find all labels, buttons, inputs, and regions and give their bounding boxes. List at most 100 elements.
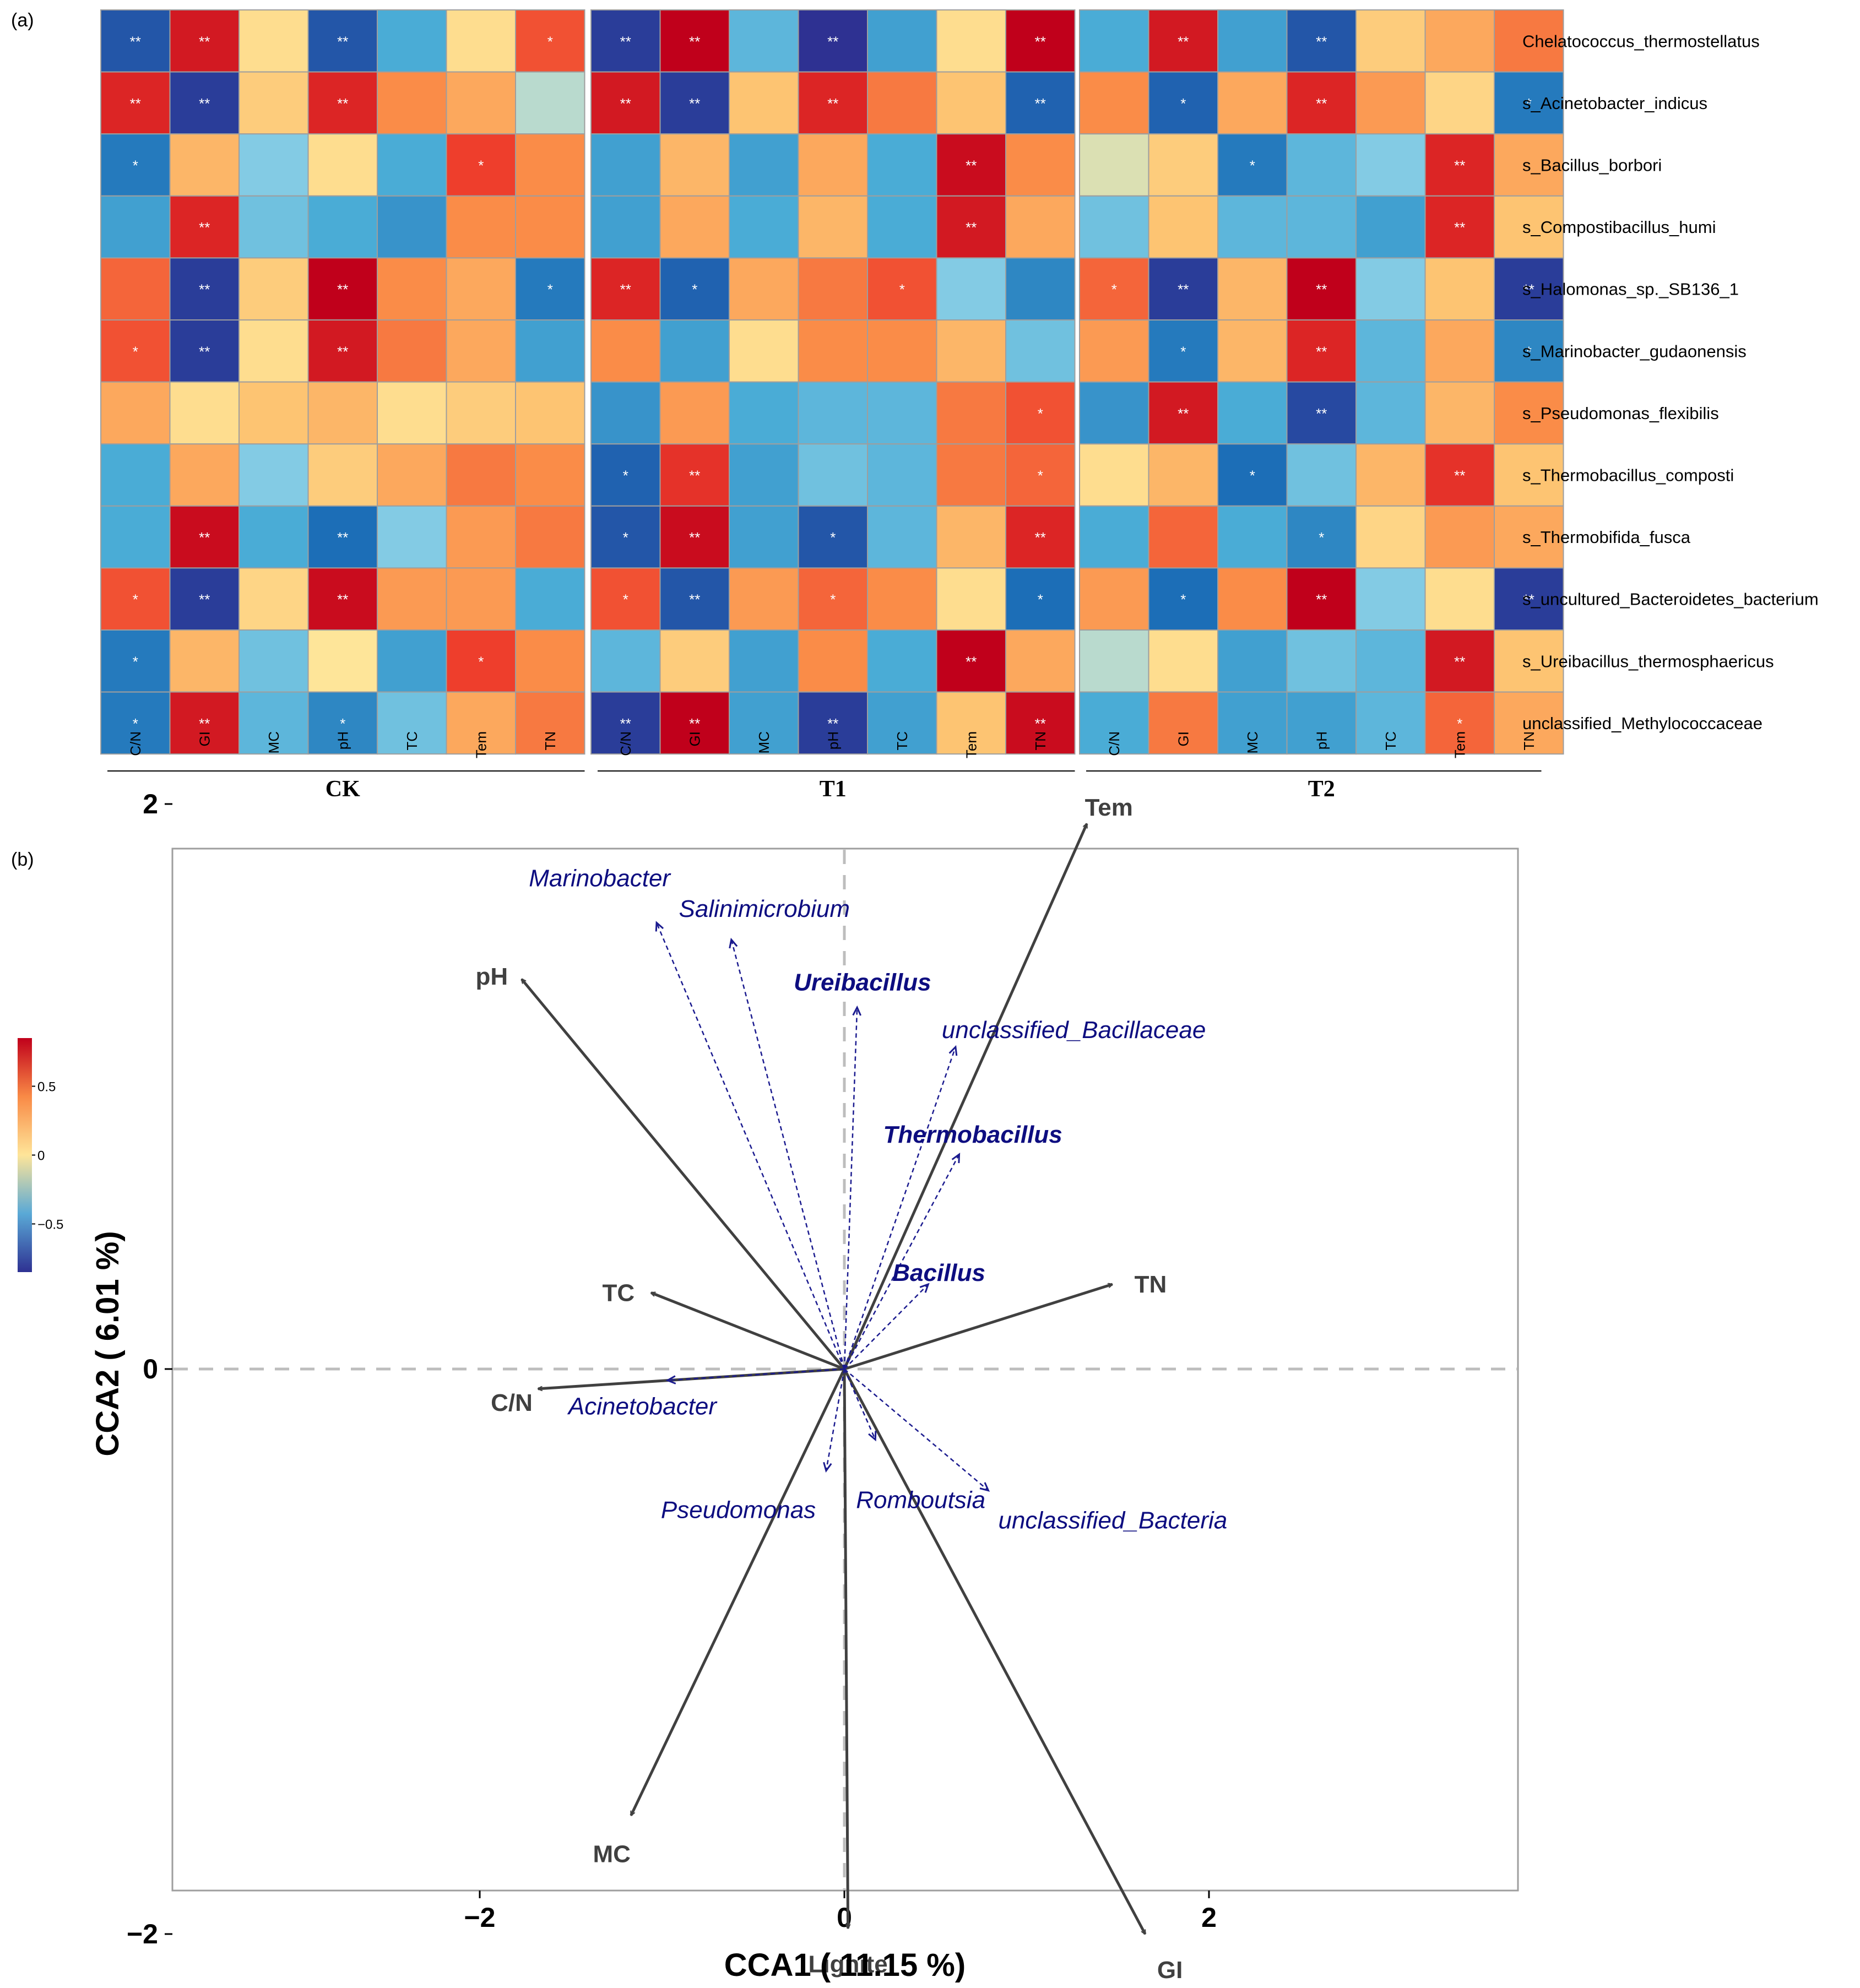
heatmap-cell <box>867 381 937 445</box>
significance-mark: * <box>133 157 138 174</box>
group-label: CK <box>326 776 360 802</box>
heatmap-cell <box>377 257 447 321</box>
heatmap-cell <box>1148 133 1218 197</box>
env-vector-arrow <box>843 1368 1147 1934</box>
heatmap-cell <box>169 195 240 259</box>
heatmap-cell <box>729 257 799 321</box>
column-label: TC <box>1382 731 1399 751</box>
significance-mark: * <box>623 529 628 546</box>
significance-mark: ** <box>337 343 348 360</box>
heatmap-cell <box>238 567 309 631</box>
significance-mark: * <box>830 529 836 546</box>
y-axis-title: CCA2 ( 6.01 %) <box>90 1231 126 1456</box>
genus-vector-arrow <box>667 1368 845 1381</box>
significance-mark: ** <box>199 219 210 236</box>
heatmap-cell <box>1005 9 1076 73</box>
row-label: unclassified_Methylococcaceae <box>1522 714 1763 733</box>
env-vector-label: pH <box>475 963 508 990</box>
heatmap-cell <box>590 505 661 569</box>
significance-mark: ** <box>130 95 141 112</box>
heatmap-cell <box>446 71 516 135</box>
heatmap-cell <box>936 257 1006 321</box>
heatmap-cell <box>798 195 868 259</box>
heatmap-cell <box>659 319 730 383</box>
heatmap-cell <box>1079 133 1149 197</box>
group-label: T2 <box>1308 776 1335 802</box>
genus-vector-label: Bacillus <box>892 1259 985 1286</box>
row-label: s_Ureibacillus_thermosphaericus <box>1522 651 1774 671</box>
heatmap-cell <box>1286 71 1357 135</box>
heatmap-cell <box>867 629 937 693</box>
significance-mark: ** <box>1316 281 1327 298</box>
heatmap-cell <box>238 505 309 569</box>
genus-vector-arrow <box>844 1368 989 1491</box>
heatmap-cell <box>1424 567 1495 631</box>
heatmap-cell <box>307 133 378 197</box>
legend-tick-label: −0.5 <box>37 1218 63 1232</box>
genus-vector-arrowhead <box>665 1375 676 1384</box>
significance-mark: * <box>1038 468 1043 484</box>
genus-vector-arrowhead <box>919 1283 930 1293</box>
heatmap-cell <box>1217 257 1288 321</box>
heatmap-cell <box>1005 257 1076 321</box>
heatmap-group-t2: ** *** ** ** ***** ** ** *** ** *** *** **** ** *****… <box>1079 9 1564 802</box>
heatmap-cell <box>307 319 378 383</box>
column-label: pH <box>334 731 351 749</box>
significance-mark: ** <box>199 343 210 360</box>
heatmap-cell <box>729 691 799 755</box>
heatmap-cell <box>100 505 171 569</box>
heatmap-cell <box>377 71 447 135</box>
heatmap-cell <box>446 9 516 73</box>
heatmap-cell <box>729 9 799 73</box>
heatmap-cell <box>729 443 799 507</box>
heatmap-cell <box>446 195 516 259</box>
significance-mark: ** <box>1035 529 1046 546</box>
heatmap-cell <box>936 443 1006 507</box>
heatmap-cell <box>1286 195 1357 259</box>
heatmap-cell <box>377 381 447 445</box>
heatmap-cell <box>936 319 1006 383</box>
heatmap-cell <box>1286 9 1357 73</box>
significance-mark: ** <box>337 591 348 608</box>
significance-mark: * <box>1319 529 1324 546</box>
heatmap-cell <box>1079 443 1149 507</box>
heatmap-cell <box>1286 381 1357 445</box>
heatmap-cell <box>590 71 661 135</box>
heatmap-panel: ** ** ** *** ** *** ***** ** ** ** **** *** ** *** ** *… <box>100 9 1819 802</box>
heatmap-cell <box>936 9 1006 73</box>
heatmap-cell <box>1217 567 1288 631</box>
significance-mark: * <box>899 281 905 298</box>
heatmap-cell <box>1424 257 1495 321</box>
heatmap-cell <box>1148 443 1218 507</box>
row-label: s_Bacillus_borbori <box>1522 156 1662 175</box>
genus-vector-label: Ureibacillus <box>794 969 931 996</box>
significance-mark: ** <box>966 219 977 236</box>
env-vector-label: TC <box>602 1279 635 1306</box>
heatmap-cell <box>867 9 937 73</box>
significance-mark: ** <box>199 529 210 546</box>
heatmap-cell <box>1494 629 1564 693</box>
significance-mark: * <box>1180 95 1186 112</box>
heatmap-cell <box>377 691 447 755</box>
heatmap-group-t1: ** ** ** **** ** ** ******** * *** ** ** ** * *** ** * *… <box>590 9 1076 802</box>
heatmap-cell <box>1079 567 1149 631</box>
heatmap-cell <box>1355 505 1426 569</box>
heatmap-cell <box>100 567 171 631</box>
column-label: C/N <box>1106 731 1122 756</box>
significance-mark: ** <box>199 715 210 732</box>
significance-mark: ** <box>689 591 700 608</box>
heatmap-cell <box>590 195 661 259</box>
heatmap-cell <box>169 381 240 445</box>
env-vector-arrow <box>520 979 845 1370</box>
heatmap-cell <box>1079 71 1149 135</box>
significance-mark: ** <box>199 95 210 112</box>
heatmap-cell <box>729 567 799 631</box>
heatmap-cell <box>515 195 585 259</box>
heatmap-cell <box>1424 629 1495 693</box>
column-label: Tem <box>473 731 489 758</box>
column-label: Tem <box>963 731 979 758</box>
heatmap-cell <box>729 629 799 693</box>
heatmap-cell <box>1355 629 1426 693</box>
significance-mark: * <box>1111 281 1117 298</box>
